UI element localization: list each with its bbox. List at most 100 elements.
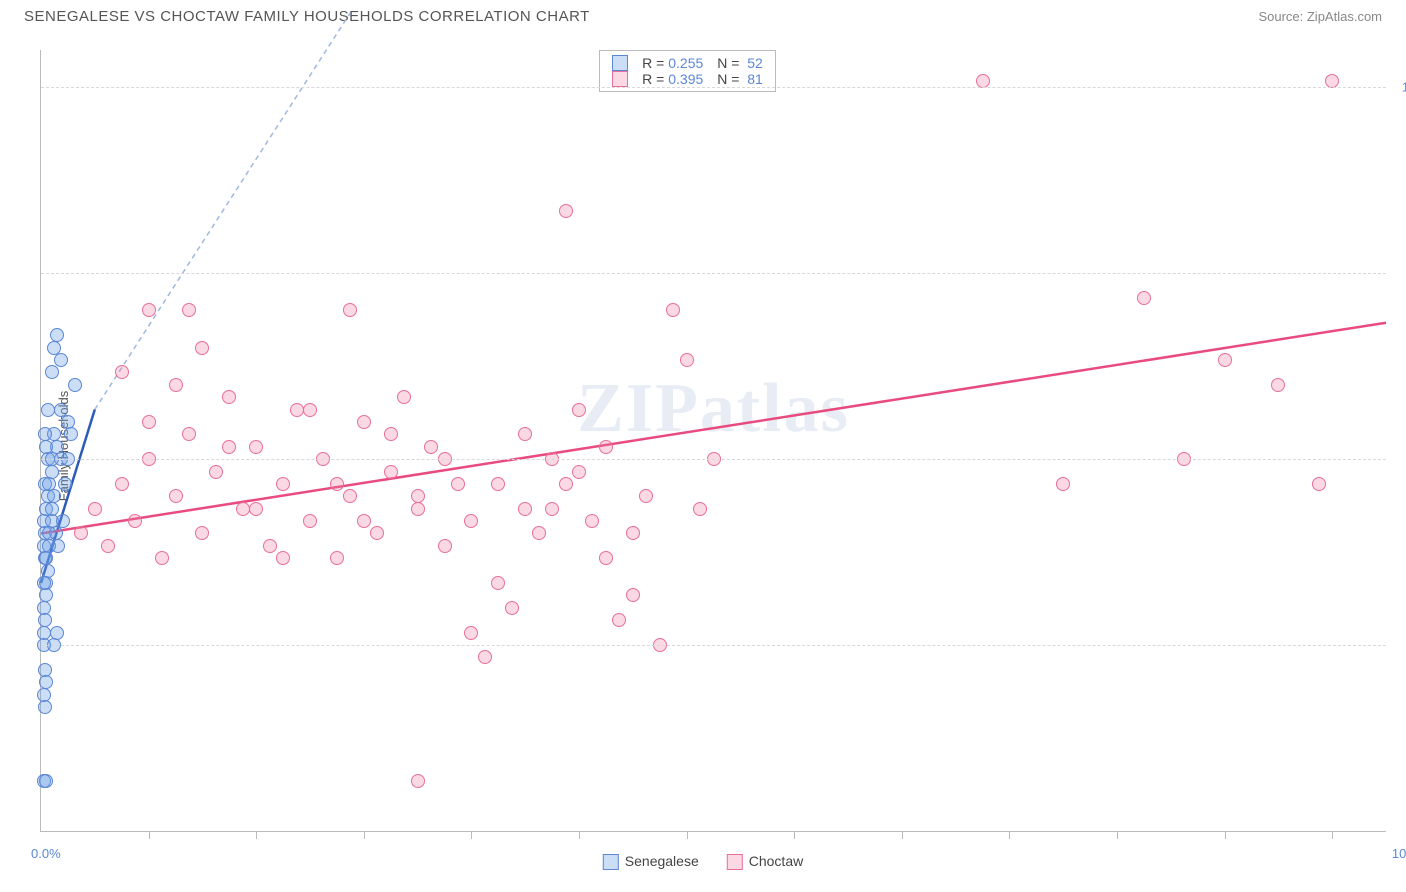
data-point-choctaw: [384, 427, 398, 441]
legend-label: Senegalese: [625, 853, 699, 869]
data-point-choctaw: [1312, 477, 1326, 491]
data-point-choctaw: [518, 502, 532, 516]
data-point-choctaw: [411, 774, 425, 788]
data-point-choctaw: [572, 465, 586, 479]
data-point-choctaw: [263, 539, 277, 553]
data-point-choctaw: [115, 477, 129, 491]
data-point-choctaw: [626, 588, 640, 602]
data-point-choctaw: [290, 403, 304, 417]
r-label: R = 0.395: [642, 71, 703, 87]
data-point-choctaw: [680, 353, 694, 367]
y-gridline: [41, 273, 1386, 274]
data-point-choctaw: [357, 514, 371, 528]
bottom-legend: Senegalese Choctaw: [603, 853, 803, 870]
x-tick: [1225, 831, 1226, 839]
data-point-choctaw: [222, 390, 236, 404]
data-point-choctaw: [693, 502, 707, 516]
stats-legend-box: R = 0.255 N = 52R = 0.395N = 81: [599, 50, 776, 92]
x-tick: [1117, 831, 1118, 839]
data-point-choctaw: [424, 440, 438, 454]
data-point-choctaw: [276, 551, 290, 565]
stats-row-choctaw: R = 0.395N = 81: [612, 71, 763, 87]
data-point-senegalese: [50, 626, 64, 640]
data-point-senegalese: [45, 502, 59, 516]
data-point-senegalese: [39, 774, 53, 788]
legend-swatch-senegalese: [603, 854, 619, 870]
data-point-choctaw: [182, 427, 196, 441]
data-point-choctaw: [236, 502, 250, 516]
data-point-choctaw: [491, 576, 505, 590]
data-point-senegalese: [56, 514, 70, 528]
data-point-senegalese: [64, 427, 78, 441]
x-tick: [149, 831, 150, 839]
data-point-choctaw: [276, 477, 290, 491]
data-point-choctaw: [303, 403, 317, 417]
data-point-choctaw: [209, 465, 223, 479]
data-point-choctaw: [612, 613, 626, 627]
legend-swatch-choctaw: [612, 71, 628, 87]
x-tick: [1332, 831, 1333, 839]
legend-item-choctaw: Choctaw: [727, 853, 803, 870]
data-point-choctaw: [222, 440, 236, 454]
data-point-choctaw: [411, 502, 425, 516]
data-point-senegalese: [58, 477, 72, 491]
data-point-choctaw: [464, 626, 478, 640]
data-point-choctaw: [505, 601, 519, 615]
x-tick: [687, 831, 688, 839]
data-point-choctaw: [626, 526, 640, 540]
data-point-choctaw: [585, 514, 599, 528]
data-point-choctaw: [1271, 378, 1285, 392]
data-point-senegalese: [42, 477, 56, 491]
data-point-choctaw: [169, 489, 183, 503]
data-point-choctaw: [357, 415, 371, 429]
data-point-choctaw: [384, 465, 398, 479]
data-point-choctaw: [478, 650, 492, 664]
x-tick: [256, 831, 257, 839]
y-gridline: [41, 459, 1386, 460]
x-tick: [902, 831, 903, 839]
data-point-choctaw: [976, 74, 990, 88]
x-tick: [794, 831, 795, 839]
data-point-choctaw: [559, 477, 573, 491]
data-point-choctaw: [195, 526, 209, 540]
data-point-choctaw: [397, 390, 411, 404]
data-point-choctaw: [74, 526, 88, 540]
data-point-choctaw: [195, 341, 209, 355]
data-point-choctaw: [128, 514, 142, 528]
y-gridline: [41, 645, 1386, 646]
x-tick: [471, 831, 472, 839]
data-point-choctaw: [88, 502, 102, 516]
r-label: R = 0.255: [642, 55, 703, 71]
n-label: N = 52: [717, 55, 763, 71]
data-point-choctaw: [572, 403, 586, 417]
data-point-choctaw: [639, 489, 653, 503]
data-point-senegalese: [38, 613, 52, 627]
legend-label: Choctaw: [749, 853, 803, 869]
data-point-choctaw: [249, 502, 263, 516]
data-point-choctaw: [169, 378, 183, 392]
x-tick: [579, 831, 580, 839]
data-point-choctaw: [1056, 477, 1070, 491]
data-point-choctaw: [330, 551, 344, 565]
data-point-choctaw: [343, 489, 357, 503]
chart-area: ZIPatlas R = 0.255N = 52R = 0.395N = 81 …: [40, 50, 1386, 832]
data-point-choctaw: [518, 427, 532, 441]
data-point-choctaw: [599, 551, 613, 565]
data-point-choctaw: [666, 303, 680, 317]
y-tick-label: 100.0%: [1402, 80, 1406, 95]
data-point-choctaw: [545, 502, 559, 516]
data-point-choctaw: [438, 539, 452, 553]
source-label: Source: ZipAtlas.com: [1258, 9, 1382, 24]
data-point-choctaw: [1325, 74, 1339, 88]
data-point-choctaw: [491, 477, 505, 491]
data-point-senegalese: [50, 328, 64, 342]
data-point-choctaw: [142, 415, 156, 429]
data-point-choctaw: [599, 440, 613, 454]
data-point-choctaw: [115, 365, 129, 379]
data-point-choctaw: [330, 477, 344, 491]
data-point-senegalese: [51, 539, 65, 553]
y-gridline: [41, 87, 1386, 88]
data-point-choctaw: [464, 514, 478, 528]
stats-row-senegalese: R = 0.255 N = 52: [612, 55, 763, 71]
data-point-choctaw: [249, 440, 263, 454]
